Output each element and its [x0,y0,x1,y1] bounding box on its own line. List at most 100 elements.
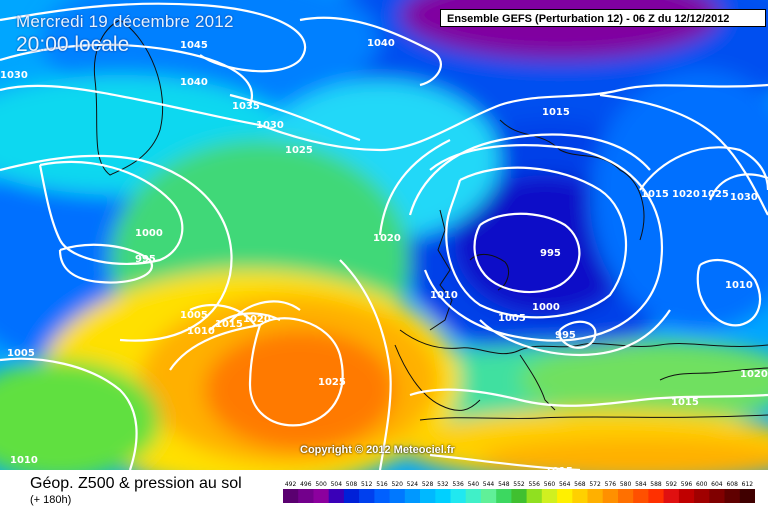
legend-value: 504 [331,481,343,488]
legend-swatch [343,489,360,503]
isobar-label: 1015 [215,319,243,330]
legend-swatch [648,489,665,503]
legend-swatch [496,489,512,503]
isobar-label: 1025 [285,145,313,156]
isobar-label: 1030 [0,70,28,81]
legend-swatch [404,489,421,503]
isobar-label: 1040 [367,38,395,49]
isobar-label: 1010 [725,280,753,291]
legend-value: 588 [650,481,662,488]
legend-value: 540 [468,481,480,488]
legend-value: 608 [726,481,738,488]
legend-value: 536 [452,481,464,488]
isobar-label: 1025 [318,377,346,388]
legend-value: 528 [422,481,434,488]
legend-value: 508 [346,481,358,488]
legend-swatch [694,489,710,503]
legend-value: 580 [620,481,632,488]
legend-swatch [739,489,755,503]
legend-swatch [724,489,741,503]
model-run-label: Ensemble GEFS (Perturbation 12) - 06 Z d… [440,9,766,27]
legend-swatch [526,489,543,503]
legend-value: 492 [285,481,297,488]
legend-swatch [283,489,299,503]
coastlines [93,19,768,421]
legend-value: 552 [513,481,525,488]
legend-swatch [709,489,725,503]
legend-value: 532 [437,481,449,488]
legend-value: 544 [483,481,495,488]
legend-value: 576 [605,481,617,488]
isobar-label: 1015 [542,107,570,118]
legend-swatch [435,489,451,503]
isobar-labels: 1045 1040 1040 1035 1030 1030 1025 1015 … [0,38,768,470]
isobar-label: 1025 [701,189,729,200]
isobar-label: 1000 [135,228,163,239]
legend-swatch [313,489,330,503]
legend-swatch [374,489,391,503]
legend-swatch [557,489,573,503]
isobar-label: 1020 [672,189,700,200]
isobar-label: 1010 [430,290,458,301]
legend-value: 496 [300,481,312,488]
legend-swatch [602,489,619,503]
legend-value: 612 [742,481,754,488]
isobar-label: 1010 [10,455,38,466]
isobar-label: 1020 [373,233,401,244]
isobar-label: 1030 [256,120,284,131]
isobar-label: 995 [555,330,576,341]
legend-swatch [328,489,345,503]
isobars [0,2,768,470]
legend-value: 600 [696,481,708,488]
isobar-label: 1005 [180,310,208,321]
isobar-label: 1045 [180,40,208,51]
legend-value: 604 [711,481,723,488]
isobar-label: 1010 [187,326,215,337]
legend-value: 592 [666,481,678,488]
legend-value: 512 [361,481,373,488]
legend-value: 568 [574,481,586,488]
legend-swatch [572,489,588,503]
isobar-label: 995 [135,254,156,265]
isobar-label: 1035 [232,101,260,112]
legend-value: 524 [407,481,419,488]
legend-value: 584 [635,481,647,488]
isobar-label: 1015 [671,397,699,408]
isobar-label: 1005 [498,313,526,324]
isobar-label: 995 [540,248,561,259]
isobar-label: 1040 [180,77,208,88]
legend-swatch [511,489,528,503]
pressure-geopotential-map: 1045 1040 1040 1035 1030 1030 1025 1015 … [0,0,768,470]
legend-swatch [663,489,680,503]
legend-swatch [389,489,406,503]
legend-value: 548 [498,481,510,488]
legend-swatch [298,489,314,503]
legend-swatch [480,489,497,503]
forecast-time-title: 20:00 locale [16,33,130,56]
legend-value: 596 [681,481,693,488]
map-caption-title: Géop. Z500 & pression au sol [30,475,242,492]
legend-value: 560 [544,481,556,488]
legend-value: 564 [559,481,571,488]
legend-swatch [541,489,558,503]
isobar-label: 1020 [740,369,768,380]
legend-swatch [618,489,634,503]
isobar-label: 1005 [7,348,35,359]
legend-swatch [587,489,604,503]
isobar-label: 1015 [545,466,573,470]
isobar-label: 1015 [641,189,669,200]
legend-swatch [678,489,695,503]
forecast-date-title: Mercredi 19 décembre 2012 [16,12,234,31]
legend-swatch [633,489,649,503]
legend-value: 516 [376,481,388,488]
legend-value: 556 [528,481,540,488]
map-caption-lead-time: (+ 180h) [30,494,72,506]
isobar-label: 1030 [730,192,758,203]
isobar-label: 1000 [532,302,560,313]
color-scale-legend: 492 496 500 504 508 512 516 520 524 528 532 536 540 5… [283,481,755,503]
copyright-notice: Copyright © 2012 Meteociel.fr [300,444,455,456]
legend-swatch [420,489,436,503]
isobar-label: 1020 [243,314,271,325]
legend-value: 572 [589,481,601,488]
